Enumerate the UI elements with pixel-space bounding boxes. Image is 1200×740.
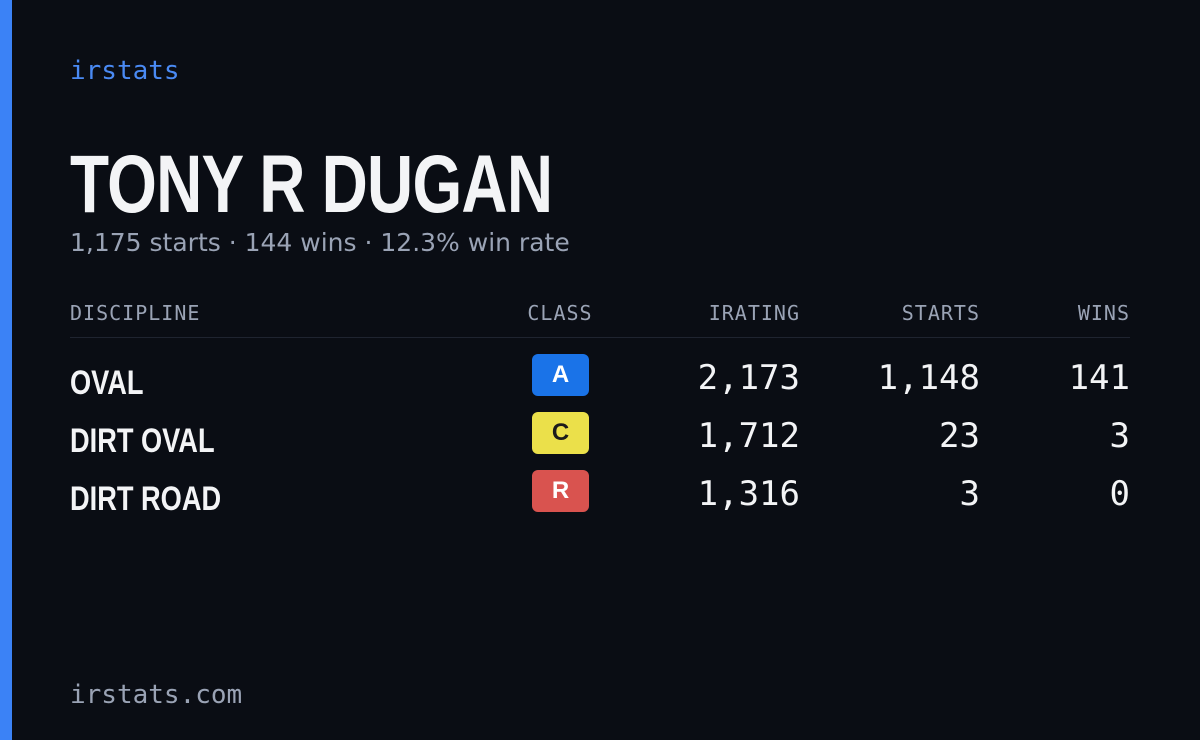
irating: 2,173	[697, 358, 800, 398]
class-badge: C	[532, 412, 589, 454]
driver-name: TONY R DUGAN	[70, 139, 553, 230]
starts: 3	[959, 474, 980, 514]
discipline: DIRT ROAD	[70, 480, 222, 518]
discipline: OVAL	[70, 364, 144, 402]
starts: 1,148	[877, 358, 980, 398]
brand: irstats	[70, 56, 180, 86]
column-header: DISCIPLINE	[70, 301, 201, 325]
column-header: IRATING	[708, 301, 800, 325]
header-rule	[70, 337, 1130, 338]
wins: 3	[1109, 416, 1130, 456]
discipline: DIRT OVAL	[70, 422, 215, 460]
irating: 1,712	[697, 416, 800, 456]
wins: 0	[1109, 474, 1130, 514]
wins: 141	[1068, 358, 1130, 398]
class-badge: A	[532, 354, 589, 396]
column-header: WINS	[1077, 301, 1130, 325]
column-header: CLASS	[527, 301, 593, 325]
column-header: STARTS	[901, 301, 980, 325]
driver-summary: 1,175 starts · 144 wins · 12.3% win rate	[70, 228, 570, 257]
class-badge: R	[532, 470, 589, 512]
footer: irstats.com	[70, 680, 243, 710]
irating: 1,316	[697, 474, 800, 514]
accent-bar	[0, 0, 12, 740]
starts: 23	[939, 416, 980, 456]
